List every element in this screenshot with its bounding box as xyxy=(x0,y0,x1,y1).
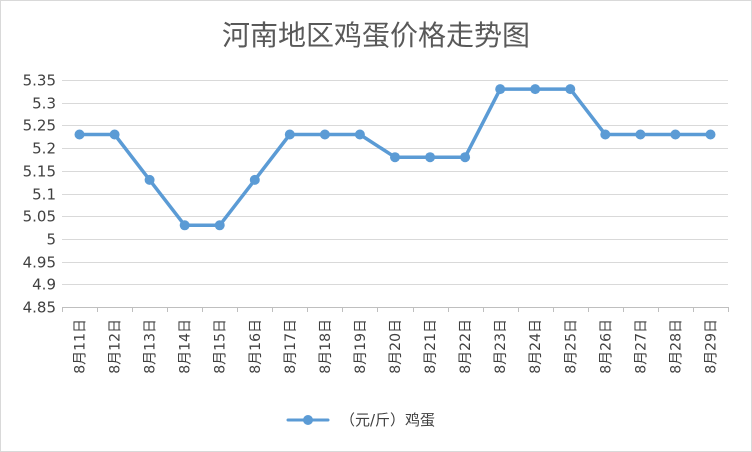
x-tick-label: 8月15日 xyxy=(213,319,229,374)
data-point xyxy=(705,129,716,140)
y-tick-label: 4.95 xyxy=(23,254,56,272)
x-tick-label: 8月14日 xyxy=(178,319,194,374)
y-tick-label: 5.1 xyxy=(32,186,56,204)
data-point xyxy=(249,174,260,185)
x-tick-label: 8月21日 xyxy=(423,319,439,374)
y-tick-label: 5.05 xyxy=(23,208,56,226)
data-point xyxy=(179,220,190,231)
legend-dot-marker xyxy=(303,415,313,425)
series-layer xyxy=(74,84,716,231)
data-point xyxy=(214,220,225,231)
y-tick-label: 5.2 xyxy=(32,140,56,158)
x-tick-label: 8月24日 xyxy=(528,319,544,374)
data-point xyxy=(530,84,541,95)
legend: （元/斤）鸡蛋 xyxy=(286,411,435,429)
y-tick-label: 5.25 xyxy=(23,117,56,135)
x-tick-label: 8月26日 xyxy=(598,319,614,374)
y-tick-label: 5.35 xyxy=(23,72,56,90)
x-tick-label: 8月23日 xyxy=(493,319,509,374)
x-tick-label: 8月16日 xyxy=(248,319,264,374)
data-point xyxy=(495,84,506,95)
gridlines xyxy=(62,80,728,308)
data-point xyxy=(319,129,330,140)
x-tick-label: 8月25日 xyxy=(563,319,579,374)
legend-label: （元/斤）鸡蛋 xyxy=(340,411,435,429)
data-point xyxy=(144,174,155,185)
data-point xyxy=(635,129,646,140)
data-point xyxy=(460,152,471,163)
y-tick-label: 5.3 xyxy=(32,95,56,113)
y-axis: 5.35 5.3 5.25 5.2 5.15 5.1 5.05 5 4.95 4.9 4.85 xyxy=(23,72,56,317)
data-point xyxy=(284,129,295,140)
y-tick-label: 5.15 xyxy=(23,163,56,181)
x-tick-label: 8月13日 xyxy=(143,319,159,374)
x-axis: 8月11日 8月12日 8月13日 8月14日 8月15日 8月16日 8月17日 8月18日… xyxy=(62,307,729,374)
data-point xyxy=(109,129,120,140)
chart-title: 河南地区鸡蛋价格走势图 xyxy=(222,19,530,52)
y-tick-label: 4.9 xyxy=(32,276,56,294)
x-tick-label: 8月19日 xyxy=(353,319,369,374)
y-tick-label: 4.85 xyxy=(23,299,56,317)
x-tick-label: 8月11日 xyxy=(73,319,89,374)
x-tick-label: 8月12日 xyxy=(108,319,124,374)
y-tick-label: 5 xyxy=(46,231,56,249)
data-point xyxy=(390,152,400,163)
x-tick-label: 8月29日 xyxy=(703,319,719,374)
x-tick-label: 8月18日 xyxy=(318,319,334,374)
data-point xyxy=(74,129,85,140)
data-point xyxy=(565,84,576,95)
data-point xyxy=(670,129,681,140)
x-tick-label: 8月20日 xyxy=(388,319,404,374)
data-point xyxy=(425,152,436,163)
data-point xyxy=(600,129,611,140)
data-point xyxy=(354,129,365,140)
x-tick-label: 8月22日 xyxy=(458,319,474,374)
x-tick-label: 8月27日 xyxy=(633,319,649,374)
x-tick-label: 8月17日 xyxy=(283,319,299,374)
x-tick-label: 8月28日 xyxy=(668,319,684,374)
